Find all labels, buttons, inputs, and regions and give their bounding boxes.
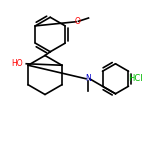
Text: HCl: HCl [128,74,142,83]
Text: N: N [85,74,91,83]
Text: O: O [74,17,80,26]
Text: HO: HO [12,59,23,68]
